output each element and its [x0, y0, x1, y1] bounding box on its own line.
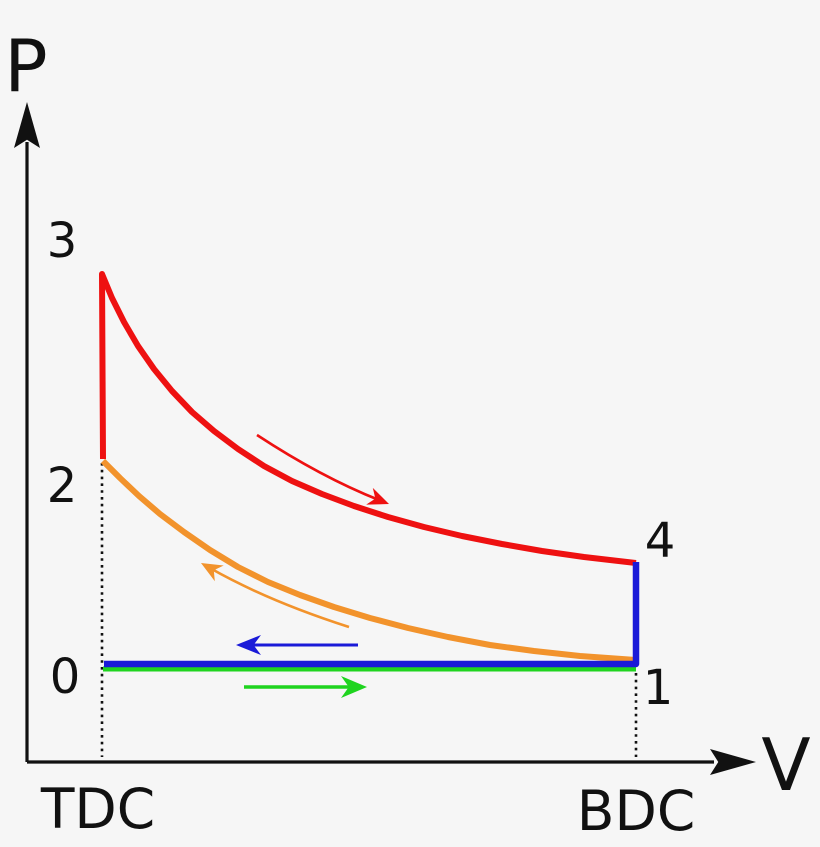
point-label-1: 1	[643, 660, 674, 716]
point-label-0: 0	[50, 649, 81, 705]
y-axis-label-P: P	[4, 24, 47, 108]
exhaust-blowdown-stroke-blue	[104, 562, 640, 668]
compression-direction-arrow-head-icon	[201, 563, 224, 582]
combustion-expansion-stroke-red	[99, 271, 637, 566]
point-label-3: 3	[47, 213, 78, 269]
x-axis-arrow-icon	[710, 749, 756, 775]
expansion-direction-arrow-shaft	[256, 433, 380, 502]
tick-label-TDC: TDC	[40, 777, 155, 841]
compression-stroke-orange	[100, 458, 637, 663]
y-axis-arrow-icon	[14, 102, 40, 148]
compression-direction-arrow-shaft	[209, 567, 350, 629]
intake-direction-arrow-head-icon	[341, 676, 367, 698]
point-label-4: 4	[645, 513, 676, 569]
tick-label-BDC: BDC	[577, 779, 696, 843]
expansion-direction-arrow-head-icon	[366, 487, 389, 505]
point-label-2: 2	[47, 458, 78, 514]
x-axis-label-V: V	[761, 723, 810, 807]
exhaust-direction-arrow-head-icon	[236, 635, 261, 655]
